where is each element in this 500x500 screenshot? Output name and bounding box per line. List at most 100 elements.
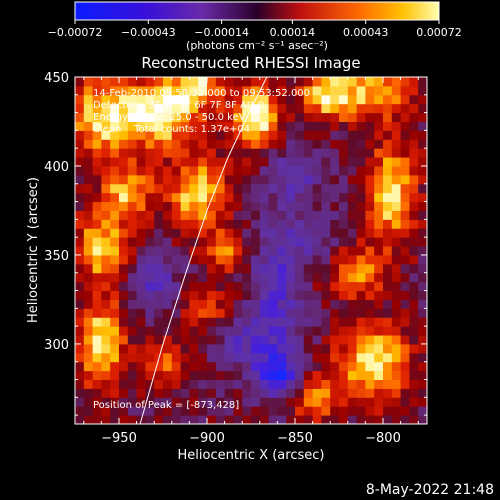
heatmap-cell — [251, 148, 261, 158]
heatmap-cell — [83, 281, 94, 292]
heatmap-cell — [251, 210, 261, 220]
heatmap-cell — [207, 112, 217, 122]
heatmap-cell — [198, 308, 208, 318]
heatmap-cell — [383, 388, 393, 398]
heatmap-cell — [391, 174, 402, 185]
heatmap-cell — [303, 85, 314, 96]
heatmap-cell — [391, 290, 402, 300]
heatmap-cell — [295, 352, 305, 363]
heatmap-cell — [171, 379, 182, 389]
heatmap-cell — [83, 317, 94, 327]
heatmap-cell — [295, 201, 305, 211]
heatmap-cell — [295, 308, 305, 318]
heatmap-cell — [418, 237, 427, 247]
heatmap-cell — [347, 130, 358, 140]
heatmap-cell — [145, 183, 155, 194]
heatmap-cell — [242, 228, 252, 238]
heatmap-cell — [268, 272, 278, 283]
heatmap-cell — [136, 228, 146, 238]
heatmap-cell — [374, 415, 384, 424]
heatmap-cell — [233, 406, 243, 416]
heatmap-cell — [295, 388, 305, 398]
heatmap-cell — [136, 85, 146, 96]
heatmap-cell — [259, 183, 270, 194]
heatmap-cell — [374, 228, 384, 238]
heatmap-cell — [347, 290, 358, 300]
heatmap-cell — [312, 85, 322, 96]
heatmap-cell — [339, 174, 349, 185]
heatmap-cell — [330, 361, 340, 372]
heatmap-cell — [251, 121, 261, 131]
heatmap-cell — [330, 343, 340, 354]
heatmap-cell — [92, 370, 102, 381]
heatmap-cell — [400, 192, 410, 203]
heatmap-cell — [154, 388, 164, 398]
heatmap-cell — [268, 308, 278, 318]
heatmap-cell — [127, 94, 138, 105]
heatmap-cell — [154, 237, 164, 247]
heatmap-cell — [92, 183, 102, 194]
heatmap-cell — [189, 308, 199, 318]
heatmap-cell — [207, 335, 217, 345]
heatmap-cell — [391, 130, 402, 140]
heatmap-cell — [391, 237, 402, 247]
heatmap-cell — [339, 254, 349, 265]
heatmap-cell — [374, 165, 384, 176]
heatmap-cell — [365, 290, 375, 300]
heatmap-cell — [189, 148, 199, 158]
heatmap-cell — [207, 406, 217, 416]
heatmap-cell — [180, 352, 190, 363]
heatmap-cell — [312, 370, 322, 381]
heatmap-cell — [92, 121, 102, 131]
heatmap-cell — [154, 370, 164, 381]
heatmap-cell — [277, 165, 287, 176]
heatmap-cell — [101, 317, 111, 327]
heatmap-cell — [127, 228, 138, 238]
heatmap-cell — [277, 246, 287, 256]
heatmap-cell — [136, 210, 146, 220]
heatmap-cell — [259, 228, 270, 238]
heatmap-cell — [391, 148, 402, 158]
heatmap-cell — [391, 370, 402, 381]
heatmap-cell — [312, 254, 322, 265]
heatmap-cell — [110, 388, 120, 398]
heatmap-cell — [110, 148, 120, 158]
heatmap-cell — [92, 397, 102, 407]
heatmap-cell — [198, 326, 208, 336]
heatmap-cell — [303, 183, 314, 194]
heatmap-cell — [286, 165, 296, 176]
heatmap-cell — [321, 148, 331, 158]
heatmap-cell — [277, 174, 287, 185]
heatmap-cell — [136, 397, 146, 407]
heatmap-cell — [75, 317, 85, 327]
heatmap-cell — [198, 299, 208, 309]
heatmap-cell — [374, 317, 384, 327]
heatmap-cell — [242, 201, 252, 211]
heatmap-cell — [383, 165, 393, 176]
heatmap-cell — [374, 290, 384, 300]
heatmap-cell — [189, 272, 199, 283]
heatmap-cell — [83, 254, 94, 265]
heatmap-cell — [312, 317, 322, 327]
heatmap-cell — [180, 85, 190, 96]
heatmap-cell — [136, 130, 146, 140]
heatmap-cell — [145, 263, 155, 274]
heatmap-cell — [215, 299, 226, 309]
heatmap-cell — [418, 94, 427, 105]
heatmap-cell — [171, 183, 182, 194]
heatmap-cell — [154, 335, 164, 345]
heatmap-cell — [198, 174, 208, 185]
heatmap-cell — [189, 165, 199, 176]
heatmap-cell — [365, 157, 375, 167]
heatmap-cell — [180, 317, 190, 327]
heatmap-cell — [400, 254, 410, 265]
heatmap-cell — [418, 174, 427, 185]
heatmap-cell — [224, 139, 234, 149]
heatmap-cell — [374, 85, 384, 96]
heatmap-cell — [154, 415, 164, 424]
heatmap-cell — [365, 210, 375, 220]
heatmap-cell — [365, 77, 375, 87]
heatmap-cell — [75, 201, 85, 211]
heatmap-cell — [92, 272, 102, 283]
heatmap-cell — [163, 165, 173, 176]
